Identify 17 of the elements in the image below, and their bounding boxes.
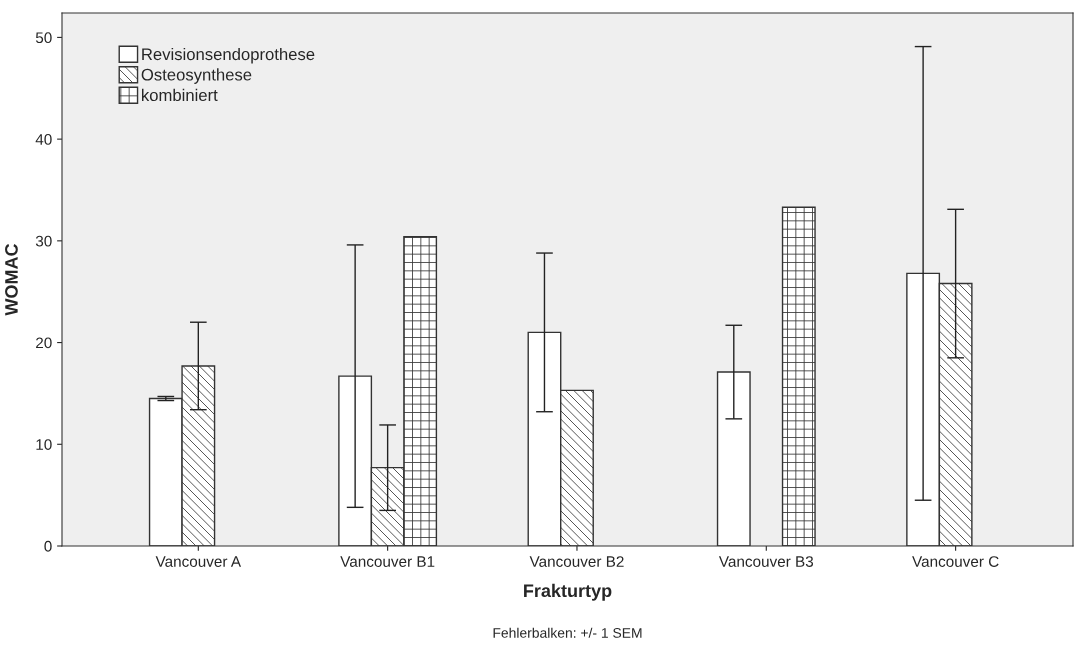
y-tick-label: 0 [44, 540, 52, 552]
y-tick-label: 30 [35, 235, 52, 247]
x-tick-label: Vancouver A [155, 556, 242, 567]
x-axis-title: Frakturtyp [524, 583, 612, 601]
y-axis-title: WOMAC [5, 243, 18, 316]
text: Fehlerbalken: +/- 1 SEM [493, 627, 642, 638]
y-tick-label: 40 [35, 134, 52, 145]
legend-label: Revisionsendoprothese [142, 47, 315, 64]
x-tick-label: Vancouver B1 [340, 556, 435, 567]
x-tick-label: Vancouver B2 [529, 556, 624, 567]
y-tick-label: 10 [36, 439, 52, 450]
y-tick-label: 50 [35, 32, 52, 44]
legend-label: Osteosynthese [141, 68, 252, 84]
legend-label: kombiniert [142, 88, 218, 102]
y-tick-label: 20 [36, 337, 52, 349]
x-tick-label: Vancouver B3 [718, 556, 814, 567]
x-tick-label: Vancouver C [912, 556, 999, 567]
